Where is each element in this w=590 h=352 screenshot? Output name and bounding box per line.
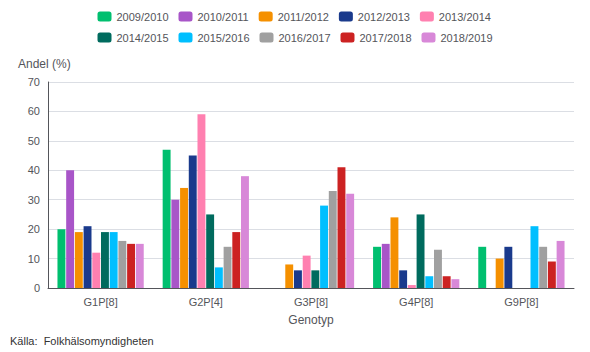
svg-text:2015/2016: 2015/2016 [198, 32, 250, 44]
svg-text:20: 20 [28, 223, 40, 235]
svg-text:2010/2011: 2010/2011 [198, 11, 249, 23]
svg-text:2013/2014: 2013/2014 [439, 11, 491, 23]
svg-text:G9P[8]: G9P[8] [504, 296, 538, 308]
svg-text:60: 60 [28, 105, 40, 117]
svg-text:2009/2010: 2009/2010 [117, 11, 169, 23]
svg-text:Andel (%): Andel (%) [18, 57, 71, 71]
svg-text:G2P[4]: G2P[4] [189, 296, 223, 308]
svg-text:30: 30 [28, 194, 40, 206]
svg-text:0: 0 [34, 282, 40, 294]
svg-text:2012/2013: 2012/2013 [358, 11, 410, 23]
svg-text:G1P[8]: G1P[8] [83, 296, 117, 308]
svg-text:2011/2012: 2011/2012 [278, 11, 329, 23]
svg-text:40: 40 [28, 164, 40, 176]
svg-text:10: 10 [28, 253, 40, 265]
svg-text:G3P[8]: G3P[8] [294, 296, 328, 308]
svg-text:2018/2019: 2018/2019 [440, 32, 492, 44]
svg-text:Genotyp: Genotyp [288, 313, 334, 327]
svg-text:70: 70 [28, 76, 40, 88]
svg-text:2017/2018: 2017/2018 [359, 32, 411, 44]
svg-text:G4P[8]: G4P[8] [399, 296, 433, 308]
svg-text:Källa: Folkhälsomyndigheten: Källa: Folkhälsomyndigheten [10, 335, 154, 347]
svg-text:2014/2015: 2014/2015 [117, 32, 169, 44]
svg-text:2016/2017: 2016/2017 [279, 32, 331, 44]
svg-text:50: 50 [28, 135, 40, 147]
